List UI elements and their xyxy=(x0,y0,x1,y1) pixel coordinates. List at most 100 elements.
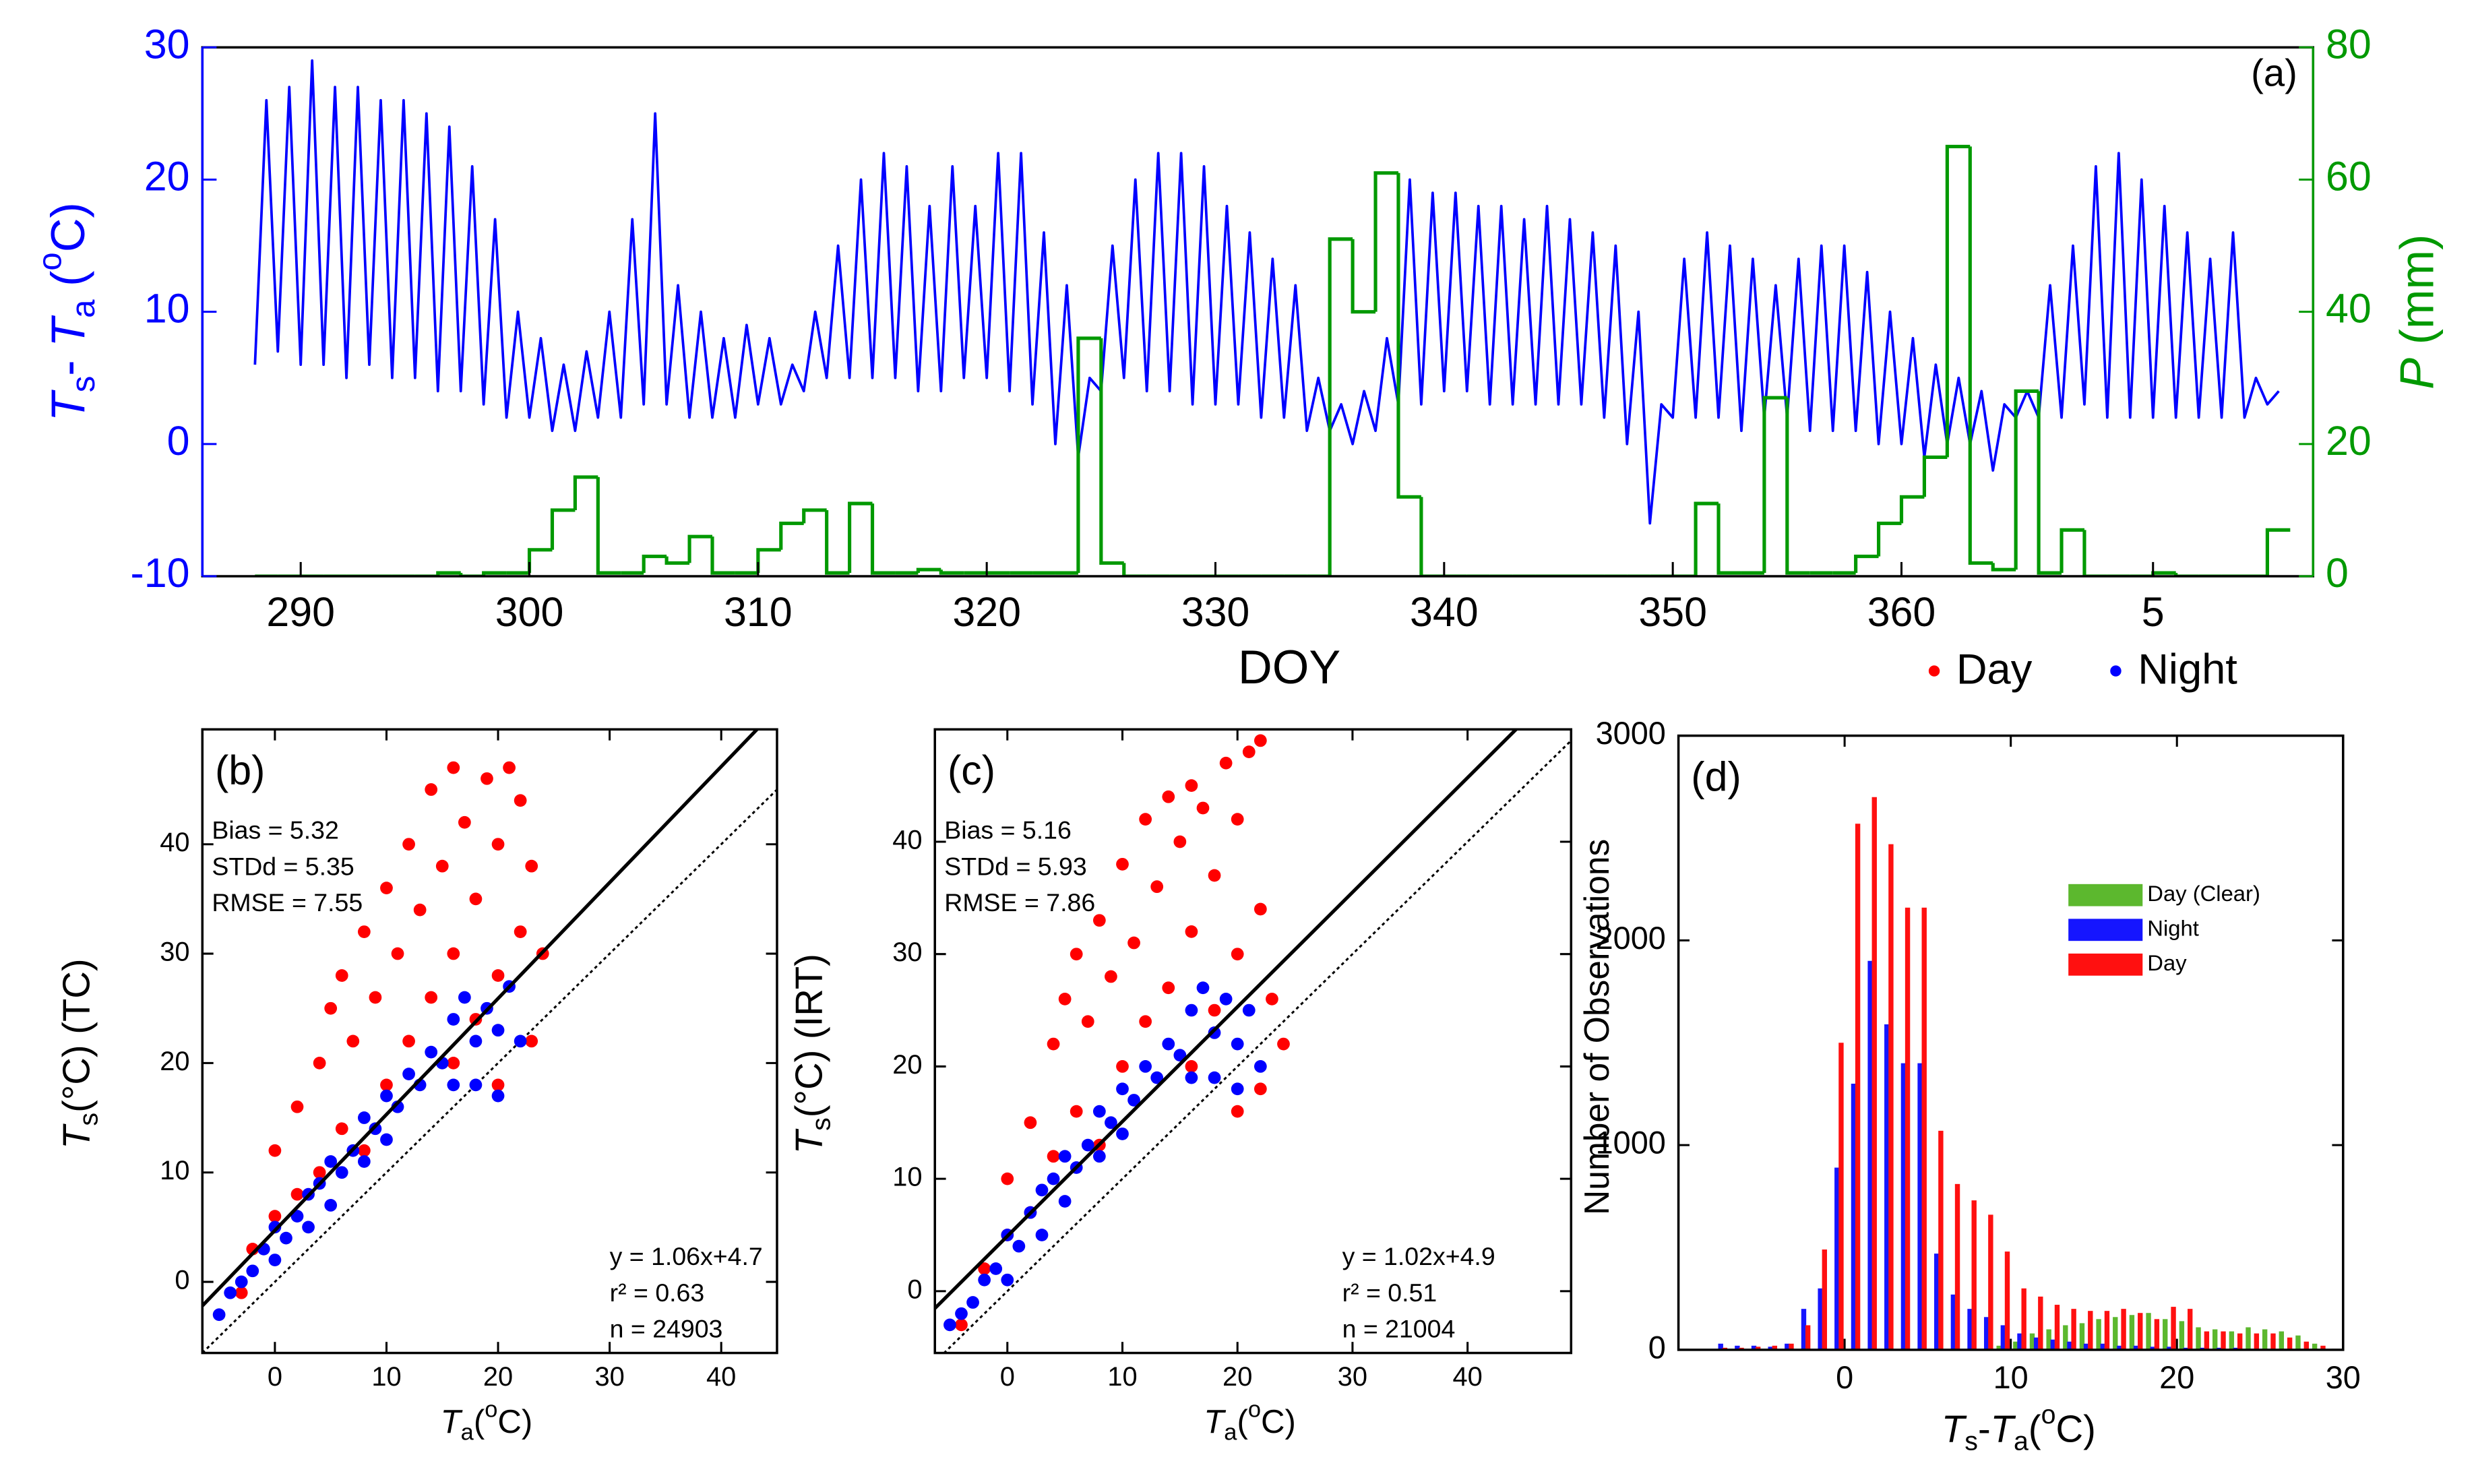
y-label: Ts(°C) (IRT) xyxy=(787,954,836,1154)
point xyxy=(324,1155,338,1168)
point xyxy=(1208,1071,1221,1084)
point xyxy=(1208,1026,1221,1039)
point xyxy=(1081,1015,1094,1028)
point xyxy=(1035,1229,1049,1241)
x-tick-label: 310 xyxy=(724,589,793,635)
point xyxy=(525,859,538,873)
one-to-one-line xyxy=(942,739,1572,1353)
point xyxy=(335,1166,348,1179)
point xyxy=(335,969,348,982)
precip-step xyxy=(1694,501,1719,577)
point xyxy=(1254,1060,1267,1073)
label-part: o xyxy=(485,1396,497,1422)
legend-swatch xyxy=(2068,919,2143,941)
y-tick-label: 10 xyxy=(892,1163,922,1192)
point xyxy=(1001,1172,1014,1185)
point xyxy=(302,1220,315,1234)
histogram-bar xyxy=(1871,797,1877,1350)
stat-text: Bias = 5.16 xyxy=(944,815,1072,844)
panel-label: (d) xyxy=(1691,753,1741,799)
x-tick-label: 360 xyxy=(1867,589,1936,635)
x-tick-label: 320 xyxy=(952,589,1021,635)
point xyxy=(1185,925,1198,938)
x-tick-label: 20 xyxy=(2159,1360,2194,1395)
fit-text: r² = 0.51 xyxy=(1342,1278,1437,1307)
y-tick-label: 1000 xyxy=(1596,1125,1666,1161)
label-part: (°C) (IRT) xyxy=(787,954,830,1117)
histogram-bar xyxy=(1822,1249,1827,1350)
point xyxy=(335,1122,348,1136)
legend-label: Day xyxy=(1956,646,2033,693)
point xyxy=(268,1144,282,1157)
histogram-bar xyxy=(2246,1327,2251,1350)
y-tick-label: 10 xyxy=(144,286,190,332)
histogram-bar xyxy=(2138,1313,2143,1350)
precip-step xyxy=(687,534,712,563)
point xyxy=(447,1013,460,1026)
label-part: - xyxy=(40,347,94,376)
point xyxy=(955,1307,968,1320)
point xyxy=(978,1262,991,1275)
histogram-bar xyxy=(2221,1331,2226,1350)
fit-text: n = 24903 xyxy=(610,1315,723,1343)
point xyxy=(458,991,471,1004)
precip-step xyxy=(1762,396,1787,574)
y-tick-label: 40 xyxy=(160,828,189,857)
x-tick-label: 30 xyxy=(594,1362,624,1392)
point xyxy=(1139,813,1152,826)
histogram-bar xyxy=(2287,1337,2293,1350)
point xyxy=(425,783,438,796)
x-tick-label: 40 xyxy=(1452,1362,1482,1392)
label-part: s xyxy=(807,1117,836,1131)
point xyxy=(1242,1003,1256,1017)
histogram-bar xyxy=(2237,1333,2243,1350)
histogram-bar xyxy=(2088,1311,2093,1350)
precip-step xyxy=(2037,391,2062,575)
histogram-bar xyxy=(2029,1333,2035,1350)
label-part: a xyxy=(65,299,102,318)
point xyxy=(280,1231,292,1245)
point xyxy=(290,1187,304,1201)
point xyxy=(966,1296,979,1309)
point xyxy=(1150,1071,1164,1084)
precip-step xyxy=(1396,173,1421,499)
precip-step xyxy=(2174,573,2199,577)
precip-step xyxy=(1373,171,1398,312)
histogram-bar xyxy=(2150,1347,2155,1350)
point xyxy=(1231,1082,1244,1096)
point xyxy=(1070,1105,1083,1118)
point xyxy=(1196,981,1210,995)
point xyxy=(943,1318,956,1332)
precip-step xyxy=(596,476,621,575)
histogram-bar xyxy=(1755,1347,1761,1350)
y-tick-label: -10 xyxy=(131,550,190,596)
label-part: ( xyxy=(40,271,94,300)
point xyxy=(514,794,527,807)
plot-area xyxy=(202,729,777,1353)
label-part: C) xyxy=(1261,1403,1296,1440)
y-label: Ts(°C) (TC) xyxy=(55,958,103,1149)
point xyxy=(1173,835,1187,848)
precip-step xyxy=(550,508,576,550)
point xyxy=(1254,734,1267,747)
x-tick-label: 30 xyxy=(1338,1362,1367,1392)
point xyxy=(402,1068,415,1080)
precip-step xyxy=(1099,338,1124,565)
label-part: C) xyxy=(497,1403,532,1440)
legend-marker xyxy=(2110,665,2122,677)
panel-label: (c) xyxy=(948,747,995,793)
point xyxy=(369,991,382,1004)
label-part: C) xyxy=(40,202,94,252)
point xyxy=(1070,948,1083,961)
precip-step xyxy=(1968,146,1993,565)
point xyxy=(435,859,449,873)
point xyxy=(1047,1172,1060,1185)
point xyxy=(955,1318,968,1332)
point xyxy=(1127,936,1140,950)
label-part: ( xyxy=(474,1403,485,1440)
plot-frame xyxy=(201,728,778,1355)
point xyxy=(1139,1015,1152,1028)
y-tick-label: 20 xyxy=(160,1047,189,1076)
label-part: s xyxy=(1964,1427,1978,1456)
histogram-bar xyxy=(2279,1331,2285,1350)
